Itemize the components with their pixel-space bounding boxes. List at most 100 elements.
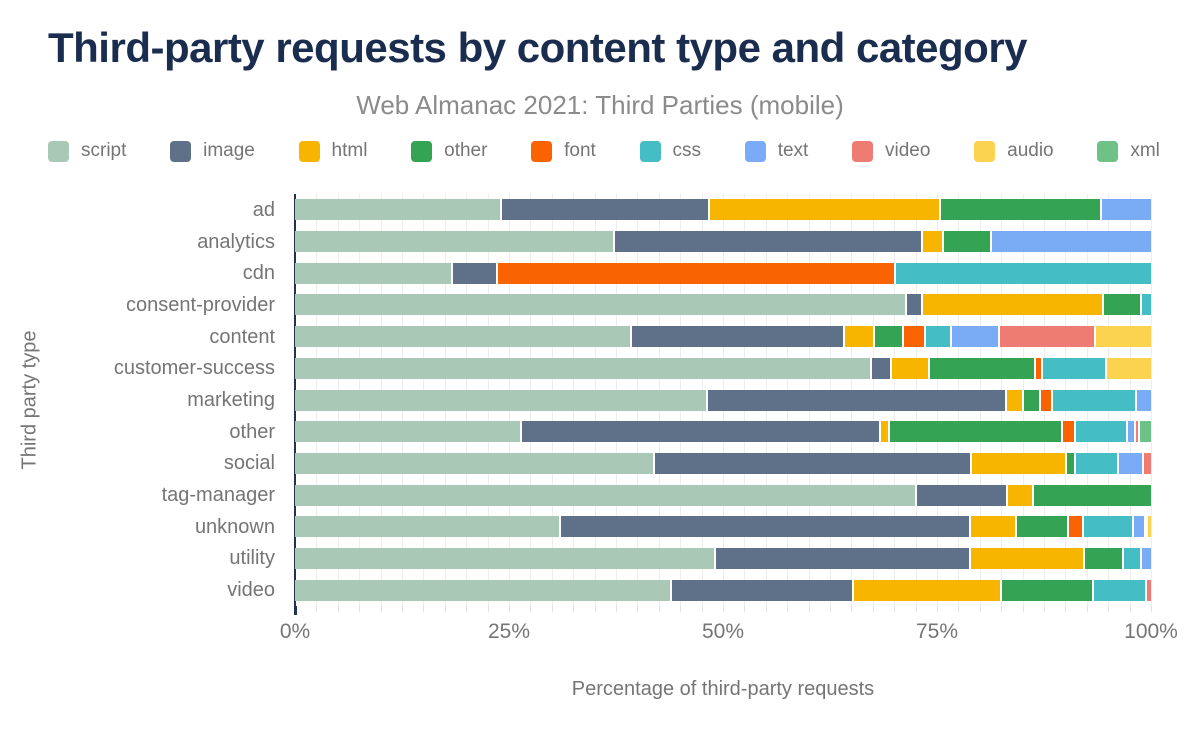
x-minor-tick [487, 606, 489, 612]
bar-segment-tag-manager-image [917, 484, 1009, 506]
x-minor-tick [637, 606, 639, 612]
bar-segment-cdn-script [295, 262, 453, 284]
bar-segment-ad-script [295, 199, 503, 221]
chart-subtitle: Web Almanac 2021: Third Parties (mobile) [356, 90, 844, 120]
bar-segment-other-css [1075, 421, 1128, 443]
bar-segment-ad-text [1102, 199, 1151, 221]
legend: script image html other font css text video audi… [48, 138, 1160, 164]
bar-segment-customer-success-image [871, 357, 892, 379]
x-minor-tick [658, 606, 660, 612]
x-minor-tick [915, 606, 917, 612]
bar-row-tag-manager [295, 484, 1151, 506]
bar-segment-unknown-html [971, 516, 1017, 538]
y-axis-label-ad: ad [252, 198, 275, 221]
x-minor-tick [680, 606, 682, 612]
bar-segment-customer-success-audio [1107, 357, 1151, 379]
legend-label-html: html [331, 140, 368, 161]
x-minor-tick [1086, 606, 1088, 612]
legend-item-text: text [744, 140, 809, 162]
bar-segment-content-image [632, 326, 845, 348]
x-minor-tick [851, 606, 853, 612]
bar-segment-cdn-image [452, 262, 498, 284]
bar-row-marketing [295, 389, 1151, 411]
x-minor-tick [1108, 606, 1110, 612]
y-axis-label-marketing: marketing [187, 389, 275, 411]
bar-segment-tag-manager-script [295, 484, 918, 506]
x-minor-tick [979, 606, 981, 612]
x-axis-title: Percentage of third-party requests [571, 678, 875, 700]
x-axis-tick-label-25: 25% [487, 620, 531, 643]
x-minor-tick [573, 606, 575, 612]
y-axis-label-utility: utility [229, 547, 275, 570]
bar-segment-marketing-image [708, 389, 1008, 411]
bar-segment-consent-provider-css [1142, 294, 1151, 316]
legend-swatch-image [170, 140, 192, 162]
bar-segment-consent-provider-other [1103, 294, 1143, 316]
legend-swatch-xml [1097, 140, 1119, 162]
legend-label-xml: xml [1130, 140, 1160, 161]
legend-label-other: other [444, 140, 488, 161]
bar-row-video [295, 579, 1151, 601]
legend-label-audio: audio [1007, 140, 1054, 161]
bar-segment-content-script [295, 326, 633, 348]
x-minor-tick [509, 606, 510, 612]
x-minor-tick [444, 606, 446, 612]
x-minor-tick [337, 606, 339, 612]
chart-title: Third-party requests by content type and… [48, 24, 1028, 71]
bar-segment-utility-image [716, 547, 972, 569]
x-minor-tick [466, 606, 468, 612]
legend-swatch-video [852, 140, 874, 162]
bar-segment-marketing-html [1007, 389, 1025, 411]
bar-segment-customer-success-html [891, 357, 931, 379]
bar-row-utility [295, 547, 1151, 569]
bar-segment-unknown-video [1145, 516, 1149, 538]
bar-segment-ad-html [710, 199, 942, 221]
bar-segment-consent-provider-image [907, 294, 924, 316]
bar-segment-other-font [1062, 421, 1076, 443]
legend-item-xml: xml [1097, 140, 1160, 162]
bar-row-customer-success [295, 357, 1151, 379]
x-minor-tick [723, 606, 724, 612]
bar-segment-video-image [672, 579, 854, 601]
bar-segment-other-video [1135, 421, 1140, 443]
bar-segment-video-script [295, 579, 673, 601]
bar-segment-other-html [881, 421, 890, 443]
bar-segment-other-script [295, 421, 522, 443]
y-axis-label-customer-success: customer-success [113, 357, 275, 380]
x-minor-tick [423, 606, 425, 612]
bar-segment-content-video [1000, 326, 1097, 348]
x-minor-tick [594, 606, 596, 612]
bar-segment-utility-css [1123, 547, 1143, 569]
bar-segment-customer-success-font [1036, 357, 1044, 379]
bar-segment-social-other [1067, 452, 1076, 474]
bar-row-other [295, 421, 1151, 443]
legend-swatch-other [411, 140, 433, 162]
bar-segment-analytics-html [923, 231, 944, 253]
legend-label-text: text [777, 140, 809, 161]
bar-segment-unknown-other [1016, 516, 1069, 538]
x-minor-tick [1001, 606, 1003, 612]
x-minor-tick [1065, 606, 1067, 612]
legend-swatch-font [531, 140, 553, 162]
y-axis-label-tag-manager: tag-manager [161, 484, 275, 507]
legend-label-video: video [885, 140, 931, 161]
x-axis-tick-label-0: 0% [279, 620, 311, 643]
legend-label-css: css [672, 140, 702, 161]
plot-area [295, 194, 1152, 606]
bar-segment-tag-manager-html [1008, 484, 1034, 506]
bar-segment-content-html [844, 326, 876, 348]
bar-segment-other-image [521, 421, 882, 443]
bar-segment-unknown-audio [1148, 516, 1151, 538]
x-minor-tick [551, 606, 553, 612]
legend-item-image: image [170, 140, 255, 162]
bar-segment-marketing-other [1024, 389, 1042, 411]
bar-segment-video-other [1002, 579, 1094, 601]
bar-segment-utility-other [1085, 547, 1124, 569]
bar-segment-unknown-css [1084, 516, 1134, 538]
x-minor-tick [380, 606, 382, 612]
legend-item-script: script [48, 140, 126, 162]
bar-segment-social-html [972, 452, 1068, 474]
y-axis-label-other: other [229, 420, 275, 443]
x-minor-tick [872, 606, 874, 612]
y-axis-label-cdn: cdn [242, 262, 275, 285]
